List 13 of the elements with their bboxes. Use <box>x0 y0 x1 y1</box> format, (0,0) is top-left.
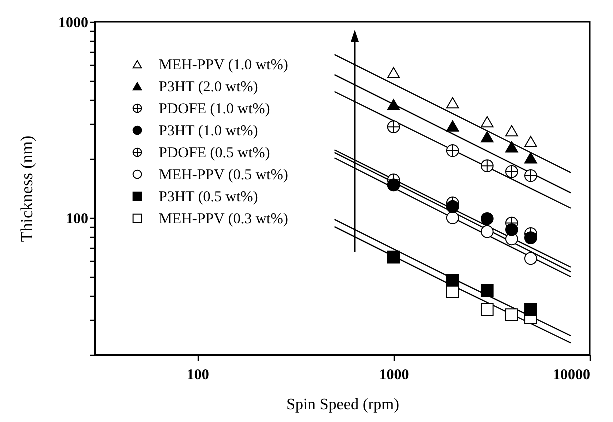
x-tick-label: 100 <box>186 368 210 384</box>
legend-label: P3HT (1.0 wt%) <box>159 124 258 140</box>
legend-label: MEH-PPV (1.0 wt%) <box>159 58 288 74</box>
legend-label: P3HT (0.5 wt%) <box>159 190 258 206</box>
legend-label: PDOFE (1.0 wt%) <box>159 102 270 118</box>
x-axis-title: Spin Speed (rpm) <box>286 396 400 414</box>
legend-label: MEH-PPV (0.3 wt%) <box>159 212 288 228</box>
x-tick-label: 1000 <box>379 368 410 384</box>
y-axis-title: Thickness (nm) <box>18 136 36 242</box>
legend-label: P3HT (2.0 wt%) <box>159 80 258 96</box>
legend-label: MEH-PPV (0.5 wt%) <box>159 168 288 184</box>
legend-label: PDOFE (0.5 wt%) <box>159 146 270 162</box>
x-tick-label: 10000 <box>553 368 590 384</box>
